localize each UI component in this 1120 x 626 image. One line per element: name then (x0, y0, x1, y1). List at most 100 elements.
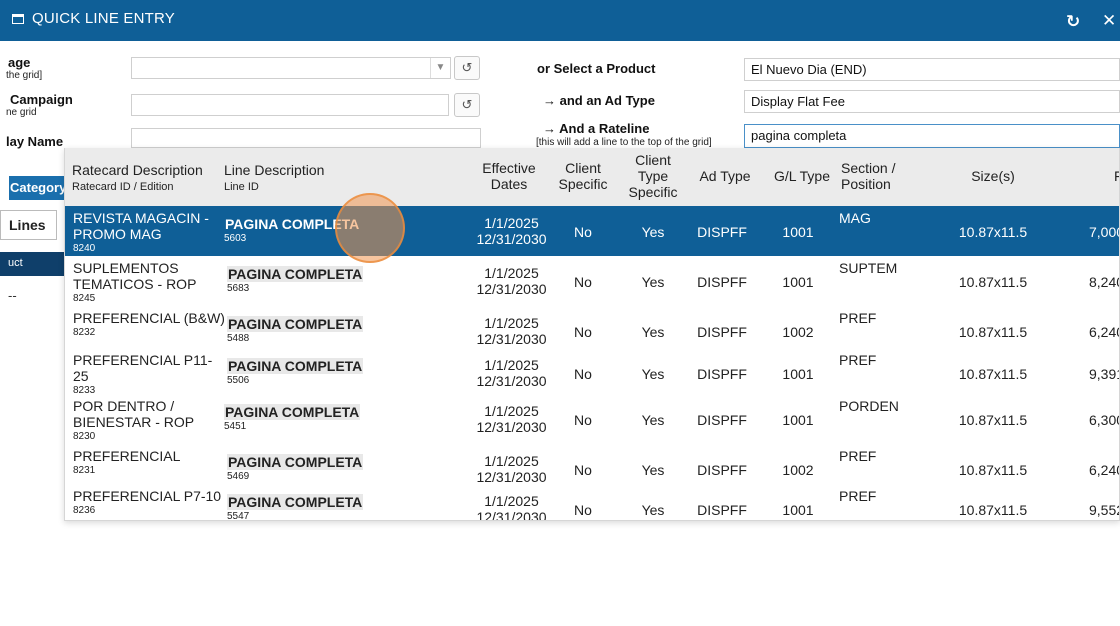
gl-type-cell: 1002 (782, 462, 814, 478)
campaign-input[interactable] (131, 94, 449, 116)
line-cell: PAGINA COMPLETA 5603 (224, 216, 360, 245)
client-type-specific-cell: Yes (641, 324, 665, 340)
table-row[interactable]: PREFERENCIAL (B&W) 8232 PAGINA COMPLETA 548… (65, 306, 1119, 350)
table-row[interactable]: SUPLEMENTOS TEMATICOS - ROP 8245 PAGINA COM… (65, 256, 1119, 306)
col-section-line1: Section / (841, 160, 896, 176)
col-client-header[interactable]: Client Specific (553, 160, 613, 192)
price-cell: 9,391 (1089, 366, 1119, 382)
size-cell: 10.87x11.5 (958, 224, 1028, 240)
effective-start-date: 1/1/2025 (484, 493, 539, 509)
table-row[interactable]: REVISTA MAGACIN - PROMO MAG 8240 PAGINA COM… (65, 206, 1119, 256)
effective-end-date: 12/31/2030 (476, 509, 547, 521)
gl-type-cell: 1001 (782, 502, 814, 518)
ratecard-desc-line2: PROMO MAG (73, 226, 162, 242)
client-specific-cell: No (574, 224, 592, 240)
effective-end-date: 12/31/2030 (476, 469, 547, 485)
table-row[interactable]: PREFERENCIAL 8231 PAGINA COMPLETA 5469 1/1/2… (65, 444, 1119, 488)
section-cell: PREF (839, 448, 877, 464)
ratecard-cell: REVISTA MAGACIN - PROMO MAG 8240 (73, 210, 209, 255)
col-size-header[interactable]: Size(s) (971, 168, 1015, 184)
col-section-header[interactable]: Section / Position (841, 160, 895, 192)
product-tab[interactable]: uct (0, 252, 65, 276)
client-specific-cell: No (574, 366, 592, 382)
effective-dates-cell: 1/1/2025 12/31/2030 (469, 357, 554, 389)
refresh-icon[interactable]: ↻ (1066, 12, 1081, 31)
col-adtype-header[interactable]: Ad Type (699, 168, 751, 184)
ratecard-desc-line1: REVISTA MAGACIN - (73, 210, 209, 226)
col-gl-header[interactable]: G/L Type (773, 168, 831, 184)
window-icon (12, 14, 24, 24)
product-select[interactable]: El Nuevo Dia (END) (744, 58, 1120, 81)
line-id: 5488 (227, 333, 250, 344)
effective-start-date: 1/1/2025 (484, 315, 539, 331)
rateline-label: → And a Rateline (543, 121, 650, 136)
effective-end-date: 12/31/2030 (476, 419, 547, 435)
size-cell: 10.87x11.5 (958, 462, 1028, 478)
display-name-input[interactable] (131, 128, 481, 148)
adtype-cell: DISPFF (697, 324, 747, 340)
ratecard-cell: PREFERENCIAL P7-10 8236 (73, 488, 221, 517)
client-type-specific-cell: Yes (641, 274, 665, 290)
ratecard-cell: PREFERENCIAL 8231 (73, 448, 180, 477)
gl-type-cell: 1001 (782, 412, 814, 428)
line-cell: PAGINA COMPLETA 5451 (224, 404, 361, 433)
col-effective-header[interactable]: Effective Dates (469, 160, 549, 192)
effective-dates-cell: 1/1/2025 12/31/2030 (469, 265, 554, 297)
campaign-refresh-button[interactable]: ↺ (454, 93, 480, 117)
ratecard-id: 8232 (73, 327, 96, 338)
line-cell: PAGINA COMPLETA 5683 (227, 266, 364, 295)
adtype-select[interactable]: Display Flat Fee (744, 90, 1120, 113)
close-icon[interactable]: ✕ (1102, 11, 1117, 30)
chevron-down-icon[interactable]: ▼ (430, 58, 450, 78)
col-price-header[interactable]: F (1114, 168, 1119, 184)
price-cell: 6,240 (1089, 462, 1119, 478)
line-id: 5683 (227, 283, 250, 294)
ratecard-id: 8233 (73, 385, 96, 396)
effective-start-date: 1/1/2025 (484, 265, 539, 281)
price-cell: 7,000 (1089, 224, 1119, 240)
price-cell: 6,240 (1089, 324, 1119, 340)
category-header[interactable]: Category (9, 176, 65, 200)
rateline-search-input[interactable]: pagina completa (744, 124, 1120, 148)
col-ratecard-header[interactable]: Ratecard Description Ratecard ID / Editi… (72, 162, 203, 195)
col-client-type-header[interactable]: Client Type Specific (621, 152, 685, 200)
col-effective-line2: Dates (490, 176, 528, 192)
price-cell: 9,552 (1089, 502, 1119, 518)
line-id: 5506 (227, 375, 250, 386)
table-row[interactable]: PREFERENCIAL P7-10 8236 PAGINA COMPLETA 554… (65, 488, 1119, 521)
gl-type-cell: 1002 (782, 324, 814, 340)
effective-dates-cell: 1/1/2025 12/31/2030 (469, 403, 554, 435)
line-description: PAGINA COMPLETA (227, 266, 364, 282)
table-row[interactable]: POR DENTRO / BIENESTAR - ROP 8230 PAGINA CO… (65, 394, 1119, 444)
section-cell: SUPTEM (839, 260, 898, 276)
rateline-sublabel: [this will add a line to the top of the … (536, 137, 712, 148)
lines-button[interactable]: Lines (0, 210, 57, 240)
package-select[interactable] (131, 57, 451, 79)
effective-dates-cell: 1/1/2025 12/31/2030 (469, 215, 554, 247)
title-bar: QUICK LINE ENTRY ↻ ✕ (0, 0, 1120, 41)
client-specific-cell: No (574, 462, 592, 478)
line-description: PAGINA COMPLETA (227, 358, 364, 374)
line-cell: PAGINA COMPLETA 5469 (227, 454, 364, 483)
campaign-label: Campaign (10, 92, 73, 107)
col-client-line2: Specific (558, 176, 608, 192)
table-row[interactable]: PREFERENCIAL P11- 25 8233 PAGINA COMPLETA 55… (65, 350, 1119, 396)
ratecard-desc-line1: PREFERENCIAL P11- (73, 352, 213, 368)
client-specific-cell: No (574, 412, 592, 428)
section-cell: PREF (839, 310, 877, 326)
line-cell: PAGINA COMPLETA 5506 (227, 358, 364, 387)
window-title: QUICK LINE ENTRY (32, 10, 175, 27)
col-line-title: Line Description (224, 162, 325, 178)
ratecard-cell: PREFERENCIAL (B&W) 8232 (73, 310, 225, 339)
line-id: 5451 (224, 421, 247, 432)
line-id: 5547 (227, 511, 250, 521)
line-description: PAGINA COMPLETA (224, 404, 361, 420)
line-description: PAGINA COMPLETA (227, 316, 364, 332)
col-line-subtitle: Line ID (224, 181, 259, 193)
effective-dates-cell: 1/1/2025 12/31/2030 (469, 315, 554, 347)
ratecard-desc-line1: PREFERENCIAL (B&W) (73, 310, 225, 326)
col-line-header[interactable]: Line Description Line ID (224, 162, 324, 195)
package-refresh-button[interactable]: ↺ (454, 56, 480, 80)
adtype-cell: DISPFF (697, 412, 747, 428)
col-cts-line2: Type (637, 168, 669, 184)
